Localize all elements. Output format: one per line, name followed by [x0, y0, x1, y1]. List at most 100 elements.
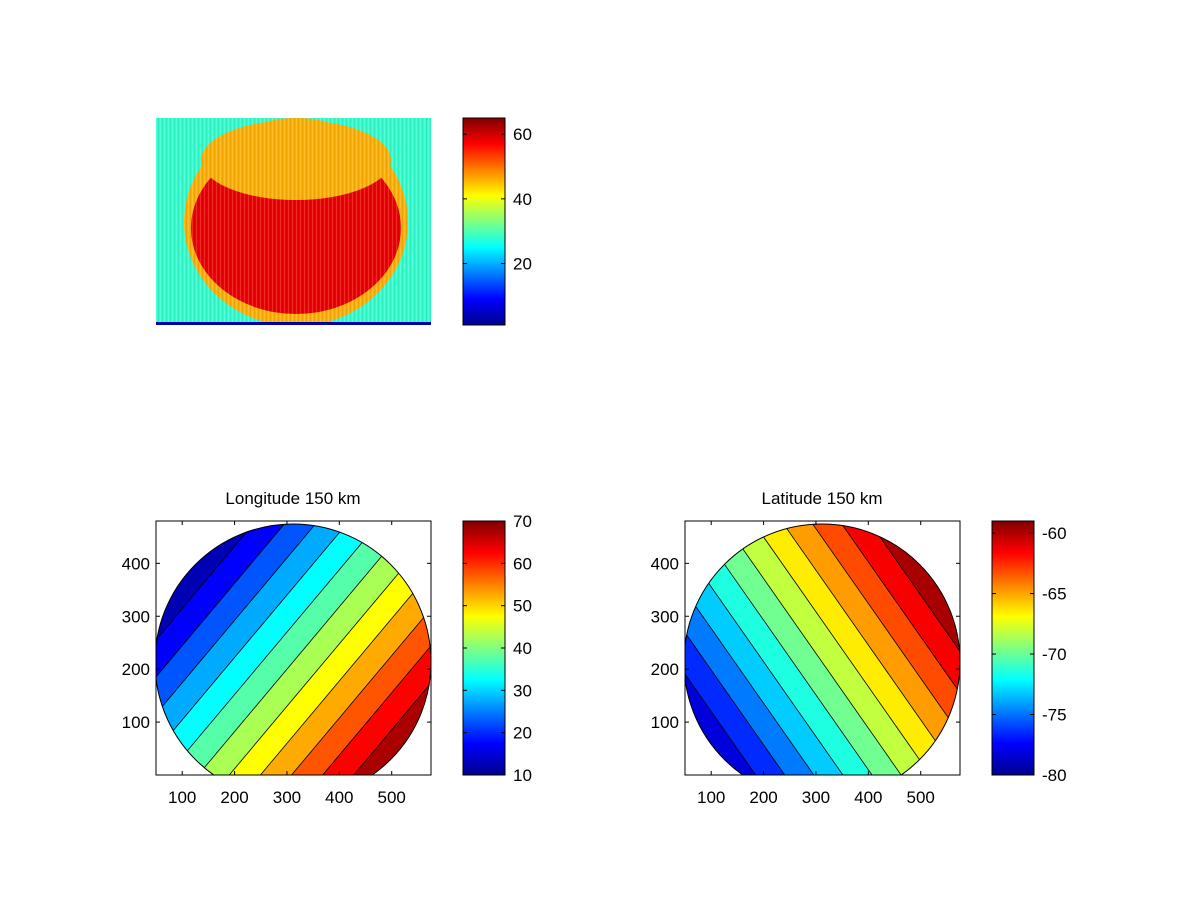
colorbar-1: 20 40 60	[462, 117, 532, 326]
latitude-contour-band-5	[717, 540, 908, 775]
colorbar-2-tick-label-0: 10	[513, 766, 532, 785]
longitude-axes-frame	[155, 520, 432, 776]
latitude-contour-line-1	[685, 608, 810, 775]
longitude-contour-band-2	[156, 524, 334, 730]
longitude-contour-line-11	[288, 624, 431, 775]
longitude-xtick-label-1: 200	[220, 788, 248, 807]
colorbar-1-tick-label-1: 40	[513, 190, 532, 209]
colorbar-2-tick-label-1: 20	[513, 724, 532, 743]
longitude-xtick-label-2: 300	[273, 788, 301, 807]
latitude-contour-band-11	[834, 524, 960, 715]
image-bottom-strip	[156, 322, 431, 325]
latitude-contour-line-6	[736, 540, 908, 775]
latitude-ytick-label-3: 400	[651, 554, 679, 573]
latitude-contour-line-7	[756, 526, 927, 770]
longitude-ytick-label-0: 100	[122, 713, 150, 732]
colorbar-3-tick-label-2: -70	[1042, 645, 1067, 664]
latitude-contour-band-9	[795, 524, 960, 743]
longitude-contour-line-2	[156, 524, 316, 715]
latitude-contour-line-3	[685, 581, 849, 775]
colorbar-1-tick-label-0: 20	[513, 255, 532, 274]
image-panel: 20 40 60	[156, 117, 532, 326]
latitude-contour-band-3	[685, 567, 869, 775]
longitude-contour-band-6	[197, 548, 407, 775]
latitude-contour-line-4	[697, 567, 869, 775]
colorbar-3-tick-label-4: -60	[1042, 524, 1067, 543]
latitude-contour-line-2	[685, 595, 830, 775]
colorbar-3-tick-label-1: -75	[1042, 706, 1067, 725]
longitude-ytick-label-1: 200	[122, 660, 150, 679]
latitude-contour-band-1	[685, 595, 830, 775]
colorbar-1-tick-label-2: 60	[513, 125, 532, 144]
longitude-contour-line-10	[270, 609, 431, 775]
colorbar-2-scale	[462, 520, 506, 776]
longitude-contour-plot	[156, 523, 431, 775]
latitude-contour-line-5	[717, 554, 888, 775]
latitude-contour-line-9	[795, 524, 960, 743]
longitude-xtick-label-4: 500	[378, 788, 406, 807]
longitude-contour-band-8	[234, 579, 431, 775]
latitude-xtick-label-1: 200	[749, 788, 777, 807]
latitude-disk-outline	[685, 523, 960, 775]
longitude-contour-line-4	[161, 524, 352, 745]
latitude-contour-band-8	[776, 524, 960, 756]
longitude-ytick-label-3: 400	[122, 554, 150, 573]
latitude-xtick-label-0: 100	[697, 788, 725, 807]
latitude-xtick-label-4: 500	[907, 788, 935, 807]
longitude-contour-band-0	[156, 524, 298, 700]
latitude-contour-line-10	[814, 524, 960, 729]
colorbar-2-tick-label-6: 70	[513, 512, 532, 531]
latitude-panel: Latitude 150 km 100 200 300 400 500 100 200 300…	[651, 489, 1067, 807]
longitude-contour-band-1	[156, 524, 316, 715]
latitude-ytick-label-2: 300	[651, 607, 679, 626]
longitude-xtick-label-3: 400	[325, 788, 353, 807]
colorbar-3: -80 -75 -70 -65 -60	[991, 520, 1067, 785]
longitude-contour-line-6	[197, 548, 389, 775]
longitude-contour-band-3	[156, 524, 353, 746]
latitude-title: Latitude 150 km	[762, 489, 883, 508]
latitude-ytick-label-1: 200	[651, 660, 679, 679]
latitude-ytick-label-0: 100	[651, 713, 679, 732]
latitude-contour-band-0	[685, 608, 810, 775]
longitude-contour-line-3	[156, 524, 334, 730]
longitude-contour-band-9	[252, 594, 431, 775]
colorbar-2-tick-label-3: 40	[513, 639, 532, 658]
colorbar-2-tick-label-2: 30	[513, 681, 532, 700]
longitude-contour-band-11	[289, 625, 431, 775]
colorbar-2: 10 20 30 40 50 60 70	[462, 512, 532, 785]
colorbar-3-tick-label-0: -80	[1042, 766, 1067, 785]
longitude-contour-band-4	[161, 524, 371, 761]
longitude-contour-line-9	[252, 594, 431, 775]
latitude-contour-line-8	[775, 524, 947, 757]
latitude-contour-band-6	[737, 526, 927, 775]
longitude-contour-band-10	[270, 609, 431, 775]
latitude-contour-band-7	[756, 524, 947, 770]
latitude-contour-line-11	[834, 524, 960, 716]
latitude-contour-plot	[685, 523, 960, 775]
colorbar-2-tick-label-5: 60	[513, 554, 532, 573]
longitude-contour-band-5	[179, 533, 389, 775]
latitude-contour-band-4	[698, 554, 888, 775]
image-plot	[156, 118, 431, 325]
longitude-title: Longitude 150 km	[225, 489, 360, 508]
latitude-contour-band-2	[685, 581, 849, 775]
latitude-contour-band-10	[815, 524, 960, 729]
latitude-axes-frame	[684, 520, 961, 776]
longitude-disk-outline	[156, 523, 431, 775]
longitude-contour-band-7	[216, 563, 426, 775]
colorbar-3-tick-label-3: -65	[1042, 585, 1067, 604]
latitude-xtick-label-3: 400	[854, 788, 882, 807]
longitude-ytick-label-2: 300	[122, 607, 150, 626]
colorbar-3-scale	[991, 520, 1035, 776]
longitude-contour-line-8	[234, 579, 425, 775]
colorbar-2-tick-label-4: 50	[513, 597, 532, 616]
image-noise	[156, 118, 431, 325]
longitude-contour-line-1	[156, 524, 298, 700]
latitude-xtick-label-2: 300	[802, 788, 830, 807]
longitude-panel: Longitude 150 km 100 200 300 400 500 100 200 30…	[122, 489, 532, 807]
longitude-xtick-label-0: 100	[168, 788, 196, 807]
longitude-contour-line-5	[179, 533, 371, 761]
colorbar-1-scale	[462, 117, 506, 326]
longitude-contour-line-7	[215, 563, 407, 775]
